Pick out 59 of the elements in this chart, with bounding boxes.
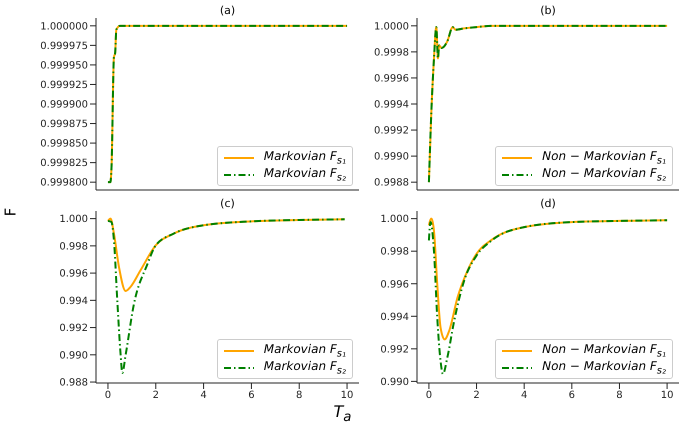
x-tick-label: 0 xyxy=(426,390,432,402)
x-tick-label: 6 xyxy=(568,390,576,402)
x-tick-label: 2 xyxy=(152,390,159,402)
x-tick-label: 0 xyxy=(104,390,112,402)
x-tick-label: 10 xyxy=(660,390,674,402)
x-axis-title: T$_{a}$ xyxy=(332,402,352,426)
y-tick-label: 0.999850 xyxy=(40,138,88,150)
y-tick-label: 0.9998 xyxy=(374,47,409,58)
y-tick-label: 0.999975 xyxy=(40,40,88,52)
y-tick-label: 0.999825 xyxy=(40,158,88,170)
line-series xyxy=(428,219,668,376)
y-tick-label: 0.9994 xyxy=(374,100,409,111)
legend-label: Markovian F$_{s₂}$ xyxy=(264,358,346,376)
line-series xyxy=(106,24,348,184)
y-tick-label: 0.990 xyxy=(59,350,88,362)
y-tick-label: 0.9990 xyxy=(374,152,409,163)
x-tick-label: 8 xyxy=(296,390,302,402)
legend-label: Non − Markovian F$_{s₁}$ xyxy=(542,148,666,166)
y-tick-label: 0.999950 xyxy=(40,60,88,72)
y-tick-label: 0.999925 xyxy=(40,80,88,92)
chart-title: (c) xyxy=(219,197,236,210)
y-tick-label: 0.9992 xyxy=(374,126,409,137)
y-tick-label: 0.999900 xyxy=(40,100,88,111)
legend-label: Markovian F$_{s₁}$ xyxy=(264,342,346,360)
y-tick-label: 0.994 xyxy=(59,296,88,307)
y-tick-label: 0.996 xyxy=(59,268,88,280)
y-tick-label: 0.9996 xyxy=(374,73,409,84)
y-tick-label: 0.998 xyxy=(59,241,88,252)
x-tick-label: 6 xyxy=(248,390,255,402)
chart-title: (d) xyxy=(539,197,557,210)
y-tick-label: 1.000 xyxy=(380,214,409,226)
y-tick-label: 0.996 xyxy=(380,279,409,290)
y-tick-label: 0.992 xyxy=(59,323,88,334)
x-tick-label: 4 xyxy=(200,390,207,402)
y-tick-label: 0.992 xyxy=(380,344,409,356)
legend-label: Markovian F$_{s₁}$ xyxy=(264,148,346,166)
y-tick-label: 0.990 xyxy=(380,376,409,388)
legend-label: Non − Markovian F$_{s₁}$ xyxy=(542,342,666,360)
y-tick-label: 0.999875 xyxy=(40,119,88,130)
legend-label: Non − Markovian F$_{s₂}$ xyxy=(542,166,666,184)
x-tick-label: 10 xyxy=(340,390,354,402)
chart-title: (b) xyxy=(539,4,557,17)
y-tick-label: 1.000 xyxy=(59,214,88,226)
y-tick-label: 1.000000 xyxy=(40,21,88,32)
legend-label: Non − Markovian F$_{s₂}$ xyxy=(542,358,666,376)
line-series xyxy=(428,24,668,184)
line-series xyxy=(106,218,346,374)
y-tick-label: 1.0000 xyxy=(374,21,409,32)
x-tick-label: 8 xyxy=(616,390,623,402)
y-tick-label: 0.998 xyxy=(380,246,409,258)
y-tick-label: 0.9988 xyxy=(374,178,409,189)
chart-title: (a) xyxy=(218,4,236,17)
y-tick-label: 0.988 xyxy=(59,378,88,389)
legend-label: Markovian F$_{s₂}$ xyxy=(264,166,346,184)
y-tick-label: 0.994 xyxy=(380,312,409,323)
y-axis-title: F xyxy=(1,208,20,216)
x-tick-label: 2 xyxy=(473,390,480,402)
x-tick-label: 4 xyxy=(520,390,528,402)
y-tick-label: 0.999800 xyxy=(40,178,88,189)
